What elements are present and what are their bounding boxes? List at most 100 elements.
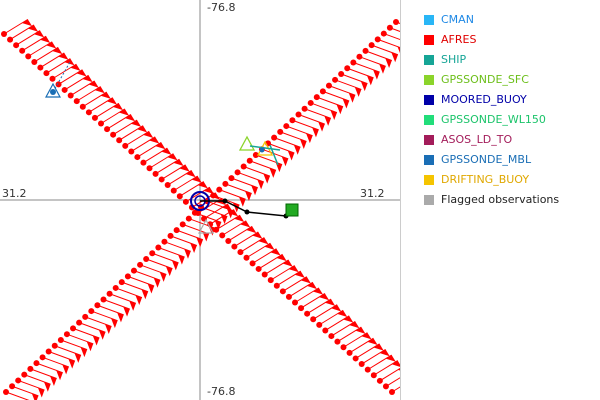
wind-barb-flag (143, 131, 154, 139)
afres-observation-dot (110, 131, 117, 138)
observation-plot[interactable]: -76.8 -76.8 31.2 31.2 (0, 0, 401, 400)
wind-barb-shaft (221, 220, 247, 236)
afres-observation-dot (368, 42, 375, 49)
afres-observation-dot (370, 372, 377, 379)
wind-barb-flag (336, 104, 344, 115)
wind-barb-shaft (54, 345, 82, 356)
wind-barb-flag (82, 75, 93, 83)
legend-item-cman[interactable]: CMAN (424, 10, 600, 30)
wind-barb-flag (397, 368, 400, 371)
afres-observation-dot (271, 134, 278, 141)
wind-barb-flag (324, 115, 331, 126)
wind-barb-shaft (97, 304, 124, 316)
legend-item-afres[interactable]: AFRES (424, 30, 600, 50)
afres-observation-dot (39, 354, 46, 361)
afres-observation-dot (98, 120, 104, 127)
wind-barb-shaft (58, 69, 83, 85)
legend-swatch (424, 175, 434, 185)
legend-item-asos-ld-to[interactable]: ASOS_LD_TO (424, 130, 600, 150)
wind-barb-shaft (133, 270, 161, 281)
afres-observation-dot (310, 316, 317, 323)
plot-canvas[interactable] (0, 0, 400, 400)
wind-barb-flag (214, 219, 222, 230)
wind-barb-flag (343, 315, 354, 323)
wind-barb-flag (21, 19, 33, 27)
afres-observation-dot (307, 99, 314, 106)
wind-barb-shaft (3, 18, 29, 35)
wind-barb-flag (88, 80, 99, 88)
afres-observation-dot (316, 321, 323, 328)
wind-barb-flag (191, 175, 202, 183)
afres-observation-dot (49, 75, 56, 82)
wind-barb-flag (385, 354, 396, 362)
wind-barb-shaft (52, 63, 77, 80)
afres-observation-dot (356, 53, 363, 60)
wind-barb-flag (240, 220, 251, 228)
wind-barb-shaft (100, 108, 126, 124)
wind-barb-flag (257, 179, 264, 190)
wind-barb-flag (366, 75, 374, 86)
legend-item-drifting-buoy[interactable]: DRIFTING_BUOY (424, 170, 600, 190)
legend-item-moored-buoy[interactable]: MOORED_BUOY (424, 90, 600, 110)
afres-observation-dot (319, 88, 326, 95)
legend-item-gpssonde-sfc[interactable]: GPSSONDE_SFC (424, 70, 600, 90)
afres-observation-dot (364, 366, 371, 373)
wind-barb-shaft (30, 368, 57, 379)
wind-barb-flag (312, 127, 319, 138)
wind-barb-shaft (82, 91, 107, 108)
legend-item-gpssonde-wl150[interactable]: GPSSONDE_WL150 (424, 110, 600, 130)
wind-barb-flag (106, 97, 117, 105)
wind-barb-flag (100, 92, 111, 99)
afres-observation-dot (334, 338, 341, 345)
afres-observation-dot (261, 271, 268, 278)
wind-barb-flag (245, 191, 252, 201)
wind-barb-flag (171, 260, 179, 271)
legend-swatch (424, 155, 434, 165)
afres-observation-dot (382, 383, 389, 390)
legend-swatch (424, 75, 434, 85)
afres-observation-dot (267, 277, 274, 284)
wind-barb-flag (167, 153, 178, 161)
wind-barb-shaft (173, 175, 198, 192)
afres-observation-dot (389, 389, 395, 395)
wind-barb-shaft (164, 241, 191, 252)
wind-barb-shaft (161, 164, 186, 180)
afres-observation-dot (61, 86, 68, 93)
wind-barb-flag (111, 318, 118, 329)
wind-barb-flag (52, 47, 63, 55)
wind-barb-shaft (377, 38, 400, 49)
wind-barb-shaft (121, 281, 149, 293)
afres-observation-dot (304, 310, 311, 317)
afres-observation-dot (237, 249, 244, 256)
legend-item-gpssonde-mbl[interactable]: GPSSONDE_MBL (424, 150, 600, 170)
afres-observation-dot (106, 290, 113, 297)
wind-barb-flag (64, 58, 75, 66)
gpssonde-sfc-triangle-marker (238, 135, 256, 151)
axis-top-label: -76.8 (207, 1, 236, 14)
afres-observation-dot (210, 192, 217, 199)
other-observations (44, 61, 299, 234)
afres-observation-dot (122, 142, 129, 149)
wind-barb-flag (76, 69, 87, 77)
green-square-marker (285, 203, 299, 217)
ship-barb (249, 145, 281, 151)
wind-barb-flag (330, 110, 337, 121)
wind-barb-flag (165, 266, 173, 277)
wind-barb-shaft (5, 391, 30, 400)
wind-barb-flag (246, 226, 257, 234)
legend-label: CMAN (441, 13, 474, 26)
afres-observation-dot (350, 59, 357, 66)
wind-barb-flag (287, 150, 295, 161)
afres-observation-dot (55, 81, 62, 88)
wind-barb-flag (318, 293, 330, 301)
wind-barb-shaft (127, 275, 155, 287)
wind-barb-flag (173, 159, 184, 167)
afres-observation-dot (152, 170, 159, 177)
afres-observation-dot (289, 117, 296, 124)
afres-observation-dot (45, 348, 52, 355)
wind-barb-flag (68, 358, 75, 369)
legend-item-ship[interactable]: SHIP (424, 50, 600, 70)
afres-observation-dot (328, 333, 335, 340)
wind-barb-flag (300, 276, 311, 284)
legend-item-flagged-observations[interactable]: Flagged observations (424, 190, 600, 210)
